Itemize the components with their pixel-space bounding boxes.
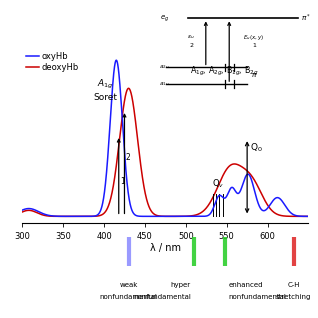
Text: A$_{1g}$, A$_{2g}$, B$_{1g}$, B$_{2g}$: A$_{1g}$, A$_{2g}$, B$_{1g}$, B$_{2g}$ xyxy=(190,65,259,78)
Text: weak: weak xyxy=(119,282,138,288)
Text: 1: 1 xyxy=(252,43,256,48)
Text: $\pi^*$: $\pi^*$ xyxy=(301,13,311,24)
Text: A$_{1g}$: A$_{1g}$ xyxy=(97,78,114,92)
Text: 1: 1 xyxy=(120,177,125,186)
Text: enhanced: enhanced xyxy=(228,282,263,288)
Text: $E_u(x,y)$: $E_u(x,y)$ xyxy=(244,33,265,42)
Text: C-H: C-H xyxy=(287,282,300,288)
Text: Q$_0$: Q$_0$ xyxy=(250,142,263,154)
Text: $\epsilon_u$: $\epsilon_u$ xyxy=(187,33,195,41)
Text: nonfundamental: nonfundamental xyxy=(133,294,191,300)
Text: $\pi$: $\pi$ xyxy=(251,71,258,79)
Legend: oxyHb, deoxyHb: oxyHb, deoxyHb xyxy=(26,52,79,72)
Text: Q$_v$: Q$_v$ xyxy=(211,177,224,190)
Text: $a_{2u}$: $a_{2u}$ xyxy=(159,64,170,71)
Text: nonfundamental: nonfundamental xyxy=(228,294,286,300)
X-axis label: λ / nm: λ / nm xyxy=(150,243,181,253)
Text: nonfundamental: nonfundamental xyxy=(100,294,157,300)
Text: stretching: stretching xyxy=(276,294,311,300)
Text: Soret: Soret xyxy=(94,93,118,102)
Text: 2: 2 xyxy=(189,43,193,48)
Text: $e_g$: $e_g$ xyxy=(161,13,170,24)
Text: $a_{1u}$: $a_{1u}$ xyxy=(159,80,170,88)
Text: 2: 2 xyxy=(126,153,130,162)
Text: hyper: hyper xyxy=(171,282,191,288)
